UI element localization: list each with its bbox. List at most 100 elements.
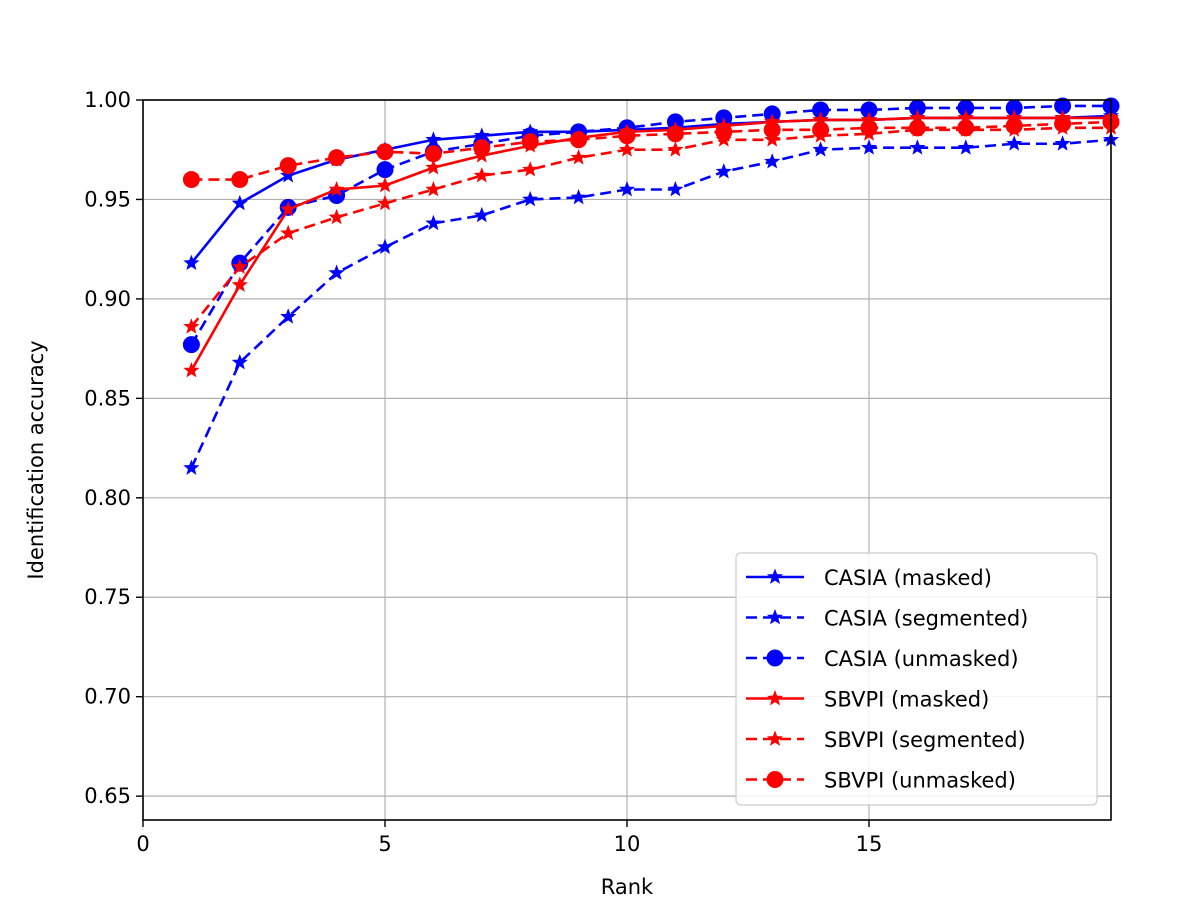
legend-marker [766,568,784,584]
legend-marker [766,649,784,667]
data-point [473,127,490,143]
data-point [812,121,830,139]
y-tick-label: 0.85 [84,386,131,410]
data-point [667,181,684,197]
data-point [328,181,345,197]
data-point [376,143,394,161]
data-point [328,264,345,280]
series-line [190,138,1112,469]
x-tick-label: 15 [856,832,883,856]
y-tick-label: 0.65 [84,784,131,808]
legend-label: CASIA (masked) [824,566,992,590]
legend-marker [766,771,784,788]
data-point [1054,97,1072,115]
data-point [425,214,442,231]
data-point [231,258,248,274]
data-point [231,276,248,292]
data-point [570,188,587,205]
data-point [231,171,249,189]
data-point [1054,115,1072,133]
x-tick-label: 5 [378,832,391,856]
y-tick-label: 0.80 [84,486,131,510]
data-point [328,208,345,225]
data-point [812,141,829,157]
data-point [667,141,684,157]
data-point [376,238,394,255]
data-point [957,119,975,137]
data-point [182,171,200,189]
data-point [908,119,926,137]
legend-label: SBVPI (segmented) [824,728,1026,752]
data-point [812,101,830,119]
legend-marker [766,609,784,625]
x-tick-label: 10 [614,832,641,856]
data-point [860,101,878,119]
data-point [957,109,974,125]
data-point [860,119,878,137]
legend-entry: CASIA (unmasked) [746,647,1019,671]
legend-entry: SBVPI (masked) [746,688,989,712]
legend: CASIA (masked) CASIA (segmented) CASIA (un… [735,552,1098,806]
data-point [376,177,394,193]
data-point [231,354,248,370]
data-point [860,139,878,155]
data-point [812,111,829,127]
x-tick-label: 0 [136,832,149,856]
legend-entry: CASIA (segmented) [746,607,1028,631]
data-point [715,123,733,141]
data-point [715,163,732,179]
data-point [909,109,926,125]
series-5 [182,113,1120,189]
data-point [570,131,588,149]
legend-marker [766,690,784,706]
data-point [280,308,297,324]
data-point [860,111,878,127]
data-point [957,139,974,155]
data-point [618,127,636,145]
data-point [522,161,539,177]
data-point [618,181,636,197]
data-point [522,190,539,207]
data-point [183,362,200,378]
data-point [666,125,684,143]
data-point [425,131,442,147]
grid [142,99,1111,820]
legend-label: CASIA (segmented) [824,607,1028,631]
data-point [473,206,490,223]
data-point [957,99,975,117]
data-point [328,149,346,167]
axis-ticks: 0 5 10 15 0.65 0.70 0.75 0.80 0.85 0.90 0.95 1.00 [84,88,882,856]
data-point [1054,135,1071,151]
legend-entry: SBVPI (segmented) [746,728,1026,752]
data-point [424,145,442,163]
data-point [183,318,200,334]
data-point [280,167,297,183]
data-point [473,167,490,183]
data-point [764,131,781,147]
x-axis-label: Rank [601,875,654,899]
data-point [1005,99,1023,117]
data-point [1006,135,1023,151]
data-point [473,139,491,157]
legend-label: SBVPI (masked) [824,688,989,712]
data-point [908,99,926,117]
data-point [764,153,781,169]
series-group [182,97,1120,475]
data-point [182,336,200,354]
legend-marker [766,730,784,746]
y-tick-label: 0.95 [84,187,131,211]
data-point [425,181,442,197]
y-tick-label: 0.75 [84,585,131,609]
data-point [280,200,297,217]
legend-entry: CASIA (masked) [746,566,992,590]
legend-box [735,552,1098,806]
series-line [190,116,1111,372]
data-point [618,141,636,157]
data-point [376,161,394,179]
y-axis-label: Identification accuracy [24,340,48,579]
data-point [763,121,781,139]
data-point [521,133,539,151]
legend-label: CASIA (unmasked) [824,647,1019,671]
data-point [764,113,781,129]
data-point [909,139,926,155]
